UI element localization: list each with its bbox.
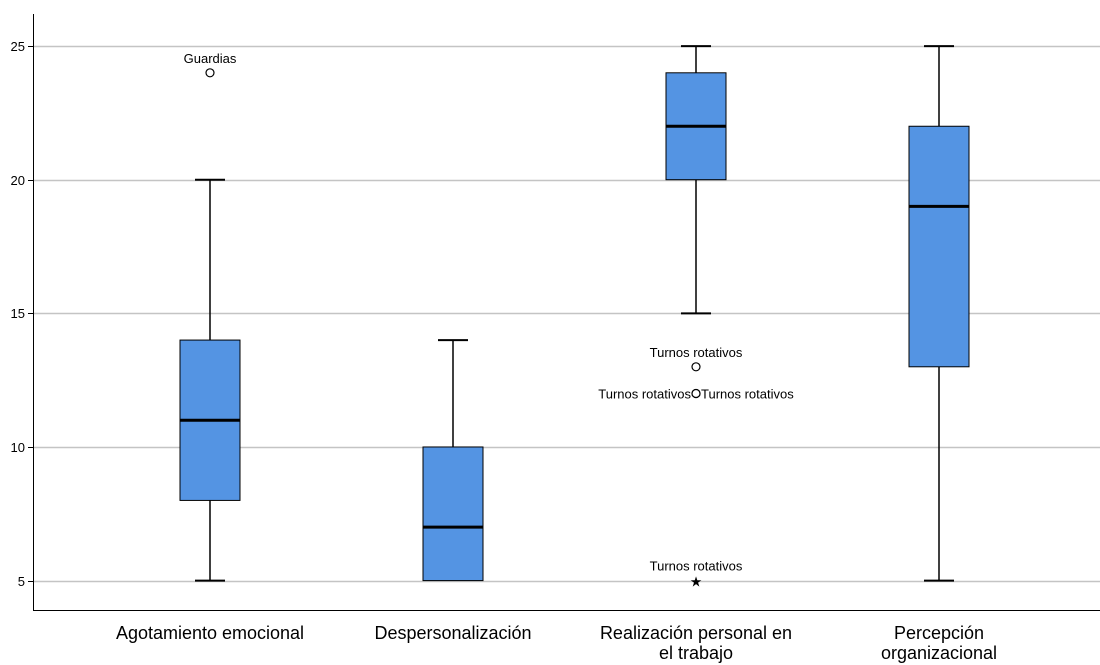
axes [28,14,1100,611]
box-group [179,68,241,582]
iqr-box [908,125,970,368]
box-group [908,45,970,582]
outlier-marker [205,68,215,78]
y-tick-label: 15 [11,306,25,321]
y-tick-label: 25 [11,39,25,54]
category-label: Despersonalización [374,623,531,643]
outlier-marker [691,362,701,372]
extreme-outlier-marker: ★ [690,574,703,590]
y-tick-label: 10 [11,440,25,455]
category-label: Agotamiento emocional [116,623,304,643]
box-group: ★ [665,45,727,590]
category-label: Percepción [894,623,984,643]
category-label: organizacional [881,643,997,663]
y-tick-label: 20 [11,173,25,188]
category-label: Realización personal en [600,623,792,643]
boxes: ★ [179,45,970,590]
iqr-box [422,446,484,582]
outlier-label: Turnos rotativos [650,559,743,574]
labels: 5 10 15 20 25 Guardias Agotamiento emocional De… [11,39,998,663]
outlier-marker [691,388,701,399]
outlier-label: Turnos rotativos [598,387,691,402]
outlier-label: Turnos rotativos [650,345,743,360]
category-label: el trabajo [659,643,733,663]
y-tick-label: 5 [18,574,25,589]
box-group [422,339,484,582]
outlier-label: Guardias [184,51,237,66]
outlier-label: Turnos rotativos [701,387,794,402]
